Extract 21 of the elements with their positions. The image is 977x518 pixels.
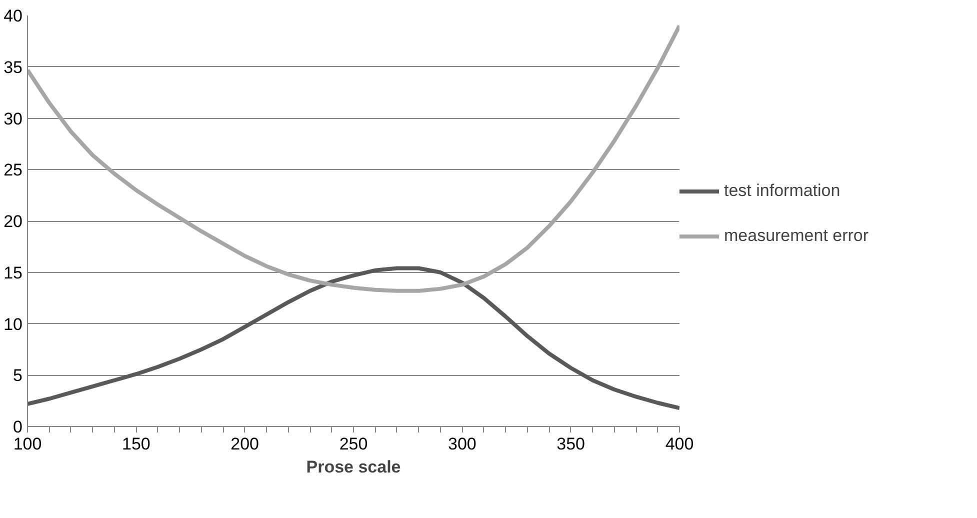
x-tick-label: 300 xyxy=(448,434,476,454)
line-series xyxy=(28,266,680,410)
y-tick-label: 5 xyxy=(13,366,23,386)
y-tick-label: 0 xyxy=(13,418,23,436)
y-tick-label: 10 xyxy=(4,314,23,334)
y-tick-label: 40 xyxy=(4,6,23,26)
y-tick-label: 25 xyxy=(4,160,23,180)
x-tick-label: 150 xyxy=(122,434,150,454)
legend-label: measurement error xyxy=(724,226,869,246)
x-tick-label: 100 xyxy=(13,434,42,454)
x-tick-label: 250 xyxy=(339,434,368,454)
y-tick-label: 30 xyxy=(4,109,23,128)
legend-label: test information xyxy=(724,181,840,201)
x-tick-label: 200 xyxy=(230,434,260,454)
y-tick-label: 35 xyxy=(4,58,23,77)
line-series xyxy=(28,24,680,293)
y-tick-label: 20 xyxy=(4,212,23,231)
x-tick-label: 350 xyxy=(556,434,586,454)
x-axis-title: Prose scale xyxy=(306,458,401,476)
x-tick-label: 400 xyxy=(665,434,694,454)
y-tick-label: 15 xyxy=(4,263,23,282)
